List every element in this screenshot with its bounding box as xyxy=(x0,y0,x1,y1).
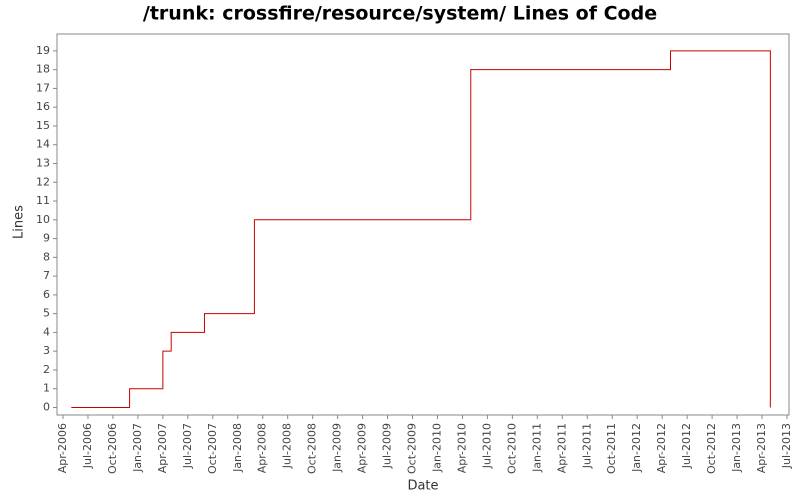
chart-title: /trunk: crossfire/resource/system/ Lines… xyxy=(143,3,657,25)
y-tick-label: 15 xyxy=(36,119,50,132)
x-tick-label: Oct-2010 xyxy=(505,423,518,474)
x-tick-label: Oct-2012 xyxy=(705,423,718,474)
x-tick-label: Jan-2011 xyxy=(530,423,543,473)
y-tick-label: 0 xyxy=(43,400,50,413)
x-tick-label: Apr-2007 xyxy=(156,423,169,473)
y-tick-label: 5 xyxy=(43,307,50,320)
x-tick-label: Jul-2010 xyxy=(480,423,493,469)
plot-area xyxy=(56,33,790,416)
x-tick-label: Jul-2008 xyxy=(281,423,294,469)
x-tick-label: Jul-2007 xyxy=(181,423,194,469)
x-tick-label: Apr-2010 xyxy=(455,423,468,473)
x-tick-label: Jan-2009 xyxy=(331,423,344,473)
y-axis-title: Lines xyxy=(12,205,27,239)
y-tick-label: 2 xyxy=(43,363,50,376)
x-tick-label: Jul-2006 xyxy=(81,423,94,469)
y-tick-label: 18 xyxy=(36,63,50,76)
y-tick-label: 19 xyxy=(36,44,50,57)
y-tick-label: 17 xyxy=(36,81,50,94)
y-tick-label: 11 xyxy=(36,194,50,207)
y-tick-label: 14 xyxy=(36,138,50,151)
x-tick-label: Oct-2008 xyxy=(306,423,319,474)
y-tick-label: 1 xyxy=(43,382,50,395)
x-tick-label: Oct-2009 xyxy=(406,423,419,474)
x-tick-label: Jan-2007 xyxy=(131,423,144,473)
x-tick-label: Apr-2006 xyxy=(56,423,69,473)
y-tick-label: 9 xyxy=(43,232,50,245)
y-tick-label: 12 xyxy=(36,175,50,188)
y-tick-label: 10 xyxy=(36,213,50,226)
x-tick-label: Apr-2011 xyxy=(555,423,568,473)
x-tick-label: Oct-2007 xyxy=(206,423,219,474)
x-tick-label: Apr-2012 xyxy=(655,423,668,473)
x-tick-label: Jan-2010 xyxy=(430,423,443,473)
y-tick-label: 6 xyxy=(43,288,50,301)
x-tick-label: Jan-2012 xyxy=(630,423,643,473)
x-tick-label: Oct-2011 xyxy=(605,423,618,474)
x-tick-label: Jul-2012 xyxy=(680,423,693,469)
x-tick-label: Jul-2009 xyxy=(381,423,394,469)
x-tick-label: Jul-2013 xyxy=(780,423,793,469)
y-tick-label: 7 xyxy=(43,269,50,282)
x-tick-label: Apr-2009 xyxy=(356,423,369,473)
x-tick-label: Jan-2013 xyxy=(730,423,743,473)
y-tick-label: 8 xyxy=(43,250,50,263)
x-tick-label: Oct-2006 xyxy=(106,423,119,474)
y-tick-label: 4 xyxy=(43,325,50,338)
x-tick-label: Apr-2013 xyxy=(755,423,768,473)
y-tick-label: 13 xyxy=(36,157,50,170)
y-tick-label: 16 xyxy=(36,100,50,113)
x-tick-label: Jan-2008 xyxy=(231,423,244,473)
x-tick-label: Apr-2008 xyxy=(256,423,269,473)
x-tick-label: Jul-2011 xyxy=(580,423,593,469)
data-line xyxy=(71,50,771,408)
x-axis-title: Date xyxy=(407,479,438,494)
y-tick-label: 3 xyxy=(43,344,50,357)
